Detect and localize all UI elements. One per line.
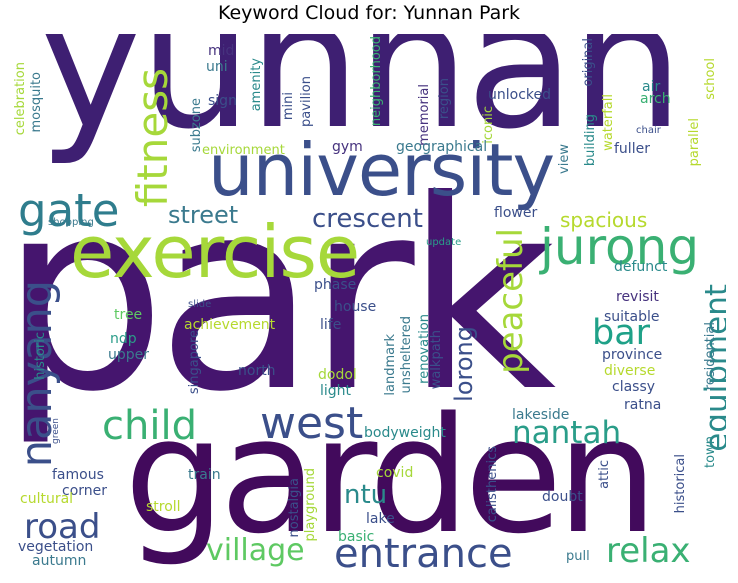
- word-dodol: dodol: [318, 367, 357, 383]
- word-town: town: [703, 436, 718, 468]
- word-spacious: spacious: [560, 208, 648, 232]
- word-mosquito: mosquito: [29, 72, 44, 133]
- word-province: province: [602, 347, 663, 363]
- word-flower: flower: [494, 205, 538, 221]
- word-landmark: landmark: [383, 334, 398, 396]
- word-pavilion: pavilion: [299, 76, 314, 127]
- word-revisit: revisit: [616, 289, 659, 305]
- word-basic: basic: [338, 529, 375, 545]
- word-street: street: [168, 201, 239, 229]
- word-light: light: [320, 383, 352, 399]
- word-bodyweight: bodyweight: [364, 425, 446, 441]
- word-diverse: diverse: [604, 363, 656, 379]
- word-mid: mid: [208, 43, 235, 59]
- word-peaceful: peaceful: [491, 228, 531, 374]
- word-suitable: suitable: [604, 309, 660, 325]
- word-exercise: exercise: [70, 210, 360, 294]
- word-shopping: shopping: [48, 217, 94, 228]
- word-environment: environment: [202, 143, 285, 158]
- word-update: update: [426, 237, 462, 248]
- word-west: west: [260, 398, 364, 449]
- word-amenity: amenity: [249, 58, 264, 112]
- word-memorial: memorial: [417, 84, 432, 146]
- word-fitness: fitness: [128, 68, 177, 208]
- word-park: park: [12, 144, 556, 449]
- word-university: university: [208, 128, 555, 212]
- word-region: region: [437, 78, 452, 120]
- word-residential: residential: [703, 322, 718, 391]
- word-corner: corner: [62, 483, 108, 499]
- word-phase: phase: [314, 277, 357, 293]
- word-covid: covid: [376, 465, 414, 481]
- word-geographical: geographical: [396, 139, 488, 155]
- word-village: village: [206, 533, 305, 568]
- word-green: green: [51, 418, 61, 444]
- word-lakeside: lakeside: [512, 407, 570, 423]
- word-calisthenics: calisthenics: [485, 446, 500, 523]
- word-cultural: cultural: [20, 491, 74, 507]
- word-train: train: [188, 467, 221, 483]
- word-classy: classy: [612, 379, 656, 395]
- word-nostalgia: nostalgia: [287, 478, 302, 538]
- word-original: original: [581, 38, 596, 87]
- word-jurong: jurong: [540, 218, 700, 276]
- word-upper: upper: [108, 347, 150, 363]
- word-tree: tree: [114, 307, 143, 323]
- word-house: house: [334, 299, 377, 315]
- word-autumn: autumn: [32, 553, 87, 569]
- word-achievement: achievement: [184, 317, 276, 333]
- word-entrance: entrance: [334, 531, 513, 571]
- word-garden: garden: [124, 382, 658, 569]
- word-crescent: crescent: [312, 204, 423, 234]
- word-lorong: lorong: [450, 326, 478, 402]
- word-gym: gym: [332, 139, 363, 155]
- word-parallel: parallel: [687, 118, 702, 167]
- word-fuller: fuller: [614, 141, 650, 157]
- word-view: view: [557, 144, 572, 174]
- word-child: child: [102, 403, 197, 449]
- word-ntu: ntu: [344, 480, 388, 510]
- word-attic: attic: [597, 460, 612, 489]
- word-singapore: singapore: [187, 330, 202, 395]
- word-defunct: defunct: [614, 259, 668, 275]
- word-stroll: stroll: [146, 499, 181, 515]
- word-chair: chair: [636, 125, 661, 136]
- word-historical: historical: [673, 454, 688, 514]
- word-life: life: [320, 317, 342, 333]
- word-vegetation: vegetation: [18, 539, 94, 555]
- word-celebration: celebration: [13, 62, 28, 136]
- word-cloud: yunnan park garden university exercise j…: [12, 34, 726, 571]
- word-slide: slide: [188, 299, 212, 310]
- word-road: road: [24, 507, 101, 547]
- word-relax: relax: [606, 531, 691, 571]
- word-air: air: [642, 79, 661, 95]
- word-arch: arch: [640, 91, 671, 107]
- word-walkpath: walkpath: [429, 330, 444, 390]
- word-ndp: ndp: [110, 331, 137, 347]
- word-pull: pull: [566, 549, 590, 564]
- word-school: school: [703, 58, 718, 100]
- chart-title: Keyword Cloud for: Yunnan Park: [217, 2, 521, 24]
- word-ratna: ratna: [624, 397, 662, 413]
- word-bar: bar: [592, 313, 651, 353]
- word-gate: gate: [18, 184, 120, 237]
- word-nantah: nantah: [512, 415, 622, 451]
- word-sign: sign: [208, 93, 237, 109]
- word-building: building: [583, 114, 598, 167]
- word-doubt: doubt: [542, 489, 583, 505]
- word-yunnan: yunnan: [38, 34, 684, 168]
- word-famous: famous: [52, 467, 104, 483]
- word-lake: lake: [366, 511, 395, 527]
- word-playground: playground: [303, 468, 318, 542]
- word-historic: historic: [33, 332, 48, 380]
- word-mini: mini: [281, 92, 296, 121]
- word-uni: uni: [206, 59, 228, 75]
- word-north: north: [238, 363, 276, 379]
- word-unsheltered: unsheltered: [399, 316, 414, 394]
- word-neighborhood: neighborhood: [369, 36, 384, 127]
- word-unlocked: unlocked: [488, 87, 552, 103]
